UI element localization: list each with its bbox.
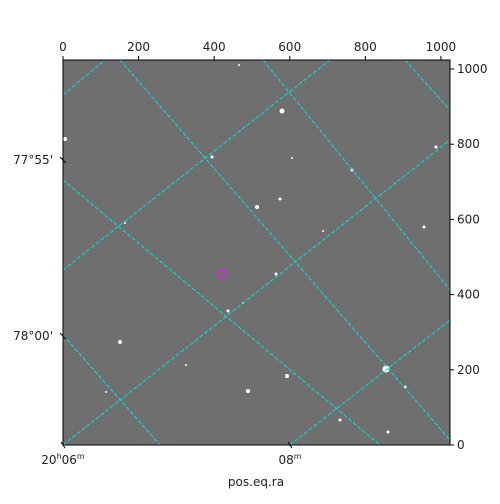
y-tick-label: 800 — [457, 137, 480, 151]
x-axis-label: pos.eq.ra — [228, 475, 284, 489]
dec-tick-label: 77°55' — [13, 153, 53, 167]
sky-image — [63, 60, 450, 445]
dec-tick — [59, 156, 67, 164]
x-tick-label: 200 — [127, 40, 150, 54]
y-tick-label: 0 — [457, 438, 465, 452]
ra-tick-part: m — [294, 452, 302, 461]
x-tick-label: 600 — [278, 40, 301, 54]
frame — [62, 59, 451, 446]
x-tick-label: 400 — [203, 40, 226, 54]
ra-tick-label: 20h06m — [41, 452, 85, 467]
ra-tick-part: 08 — [278, 453, 293, 467]
x-tick-label: 800 — [354, 40, 377, 54]
dec-tick-label: 78°00' — [13, 329, 53, 343]
y-tick-label: 400 — [457, 288, 480, 302]
y-tick-label: 600 — [457, 212, 480, 226]
ra-tick-part: m — [77, 452, 85, 461]
coordinate-grid — [62, 59, 451, 446]
x-tick-label: 1000 — [426, 40, 457, 54]
ra-tick-part: 06 — [62, 453, 77, 467]
ra-tick-label: 08m — [278, 452, 301, 467]
ra-tick-part: 20 — [41, 453, 56, 467]
marker — [216, 269, 227, 279]
y-tick-label: 200 — [457, 363, 480, 377]
x-tick-label: 0 — [59, 40, 67, 54]
ra-tick — [287, 441, 293, 449]
stars — [63, 64, 438, 434]
ra-tick-part: h — [57, 452, 62, 461]
ra-tick — [60, 441, 66, 449]
dec-tick — [59, 332, 67, 340]
y-tick-label: 1000 — [457, 62, 488, 76]
